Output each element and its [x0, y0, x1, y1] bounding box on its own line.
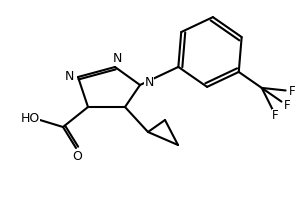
- Text: HO: HO: [20, 112, 40, 125]
- Text: N: N: [144, 76, 154, 88]
- Text: O: O: [72, 150, 82, 163]
- Text: F: F: [289, 85, 296, 98]
- Text: N: N: [112, 51, 122, 64]
- Text: F: F: [284, 99, 291, 112]
- Text: N: N: [64, 70, 74, 83]
- Text: F: F: [272, 109, 279, 122]
